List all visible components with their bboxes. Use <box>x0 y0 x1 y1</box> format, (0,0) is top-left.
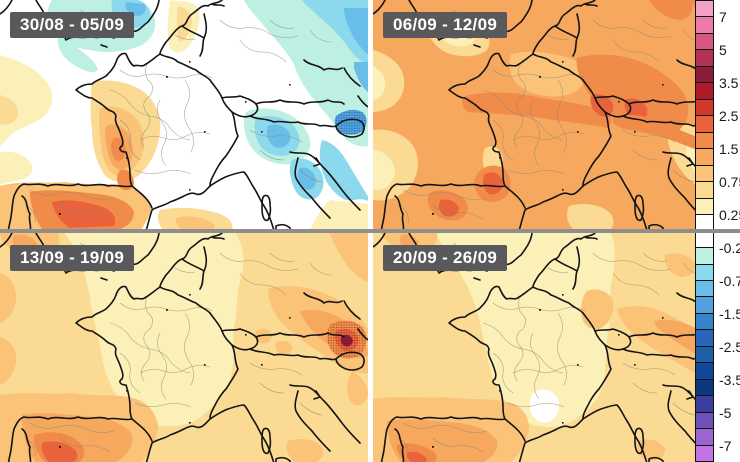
colorbar-tick-label: -1.5 <box>719 305 740 322</box>
colorbar-segment <box>696 280 713 298</box>
panel-date-label: 13/09 - 19/09 <box>10 245 135 271</box>
colorbar-segment <box>696 363 713 380</box>
colorbar-segment <box>696 248 713 265</box>
colorbar-tick-label: -3.5 <box>719 371 740 388</box>
colorbar-segment <box>696 297 713 314</box>
panel-date-label: 06/09 - 12/09 <box>383 12 508 38</box>
colorbar-tick-label: -2.5 <box>719 338 740 355</box>
colorbar-segment <box>696 330 713 347</box>
colorbar-tick-label: -5 <box>719 404 732 421</box>
colorbar-segment <box>696 182 713 199</box>
colorbar-tick-label: 5 <box>719 41 727 58</box>
colorbar-segment <box>696 116 713 133</box>
panel-date-label: 20/09 - 26/09 <box>383 245 508 271</box>
colorbar-segment <box>696 379 713 397</box>
colorbar-tick-label: -0.25 <box>719 239 740 256</box>
colorbar-tick-label: -0.75 <box>719 272 740 289</box>
colorbar-labels: 7 5 3.5 2.5 1.5 0.75 0.25 -0.25 -0.75 -1.5 -2.5 -3.… <box>719 0 740 462</box>
colorbar-segment <box>696 132 713 150</box>
colorbar-segment <box>696 99 713 117</box>
panel-divider-horizontal <box>0 229 740 233</box>
forecast-panel-week3: 13/09 - 19/09 <box>0 233 368 462</box>
colorbar-segment <box>696 33 713 51</box>
colorbar-segment <box>696 83 713 100</box>
colorbar-tick-label: 1.5 <box>719 140 739 157</box>
forecast-panel-week2: 06/09 - 12/09 <box>373 0 695 231</box>
anomaly-map-week2 <box>373 0 695 231</box>
colorbar-segment <box>696 198 713 216</box>
colorbar-segment <box>696 445 713 462</box>
anomaly-map-week4 <box>373 233 695 462</box>
colorbar-segment <box>696 429 713 446</box>
colorbar-segment <box>696 313 713 331</box>
colorbar-segment <box>696 50 713 67</box>
colorbar-tick-label: 7 <box>719 8 727 25</box>
colorbar-tick-label: 2.5 <box>719 107 739 124</box>
colorbar-tick-label: -7 <box>719 437 732 454</box>
colorbar-tick-label: 0.75 <box>719 173 740 190</box>
colorbar-segment <box>696 1 713 18</box>
colorbar-segment <box>696 231 713 249</box>
colorbar-segment <box>696 17 713 34</box>
forecast-panel-week4: 20/09 - 26/09 <box>373 233 695 462</box>
anomaly-map-week3 <box>0 233 368 462</box>
colorbar-segment <box>696 412 713 430</box>
colorbar-tick-label: 0.25 <box>719 206 740 223</box>
colorbar-tick-label: 3.5 <box>719 74 739 91</box>
colorbar-segment <box>696 165 713 183</box>
colorbar-segment <box>696 264 713 281</box>
panel-date-label: 30/08 - 05/09 <box>10 12 135 38</box>
colorbar-segment <box>696 149 713 166</box>
forecast-panel-week1: 30/08 - 05/09 <box>0 0 368 231</box>
colorbar-segment <box>696 396 713 413</box>
colorbar-segment <box>696 66 713 84</box>
colorbar-segment <box>696 346 713 364</box>
